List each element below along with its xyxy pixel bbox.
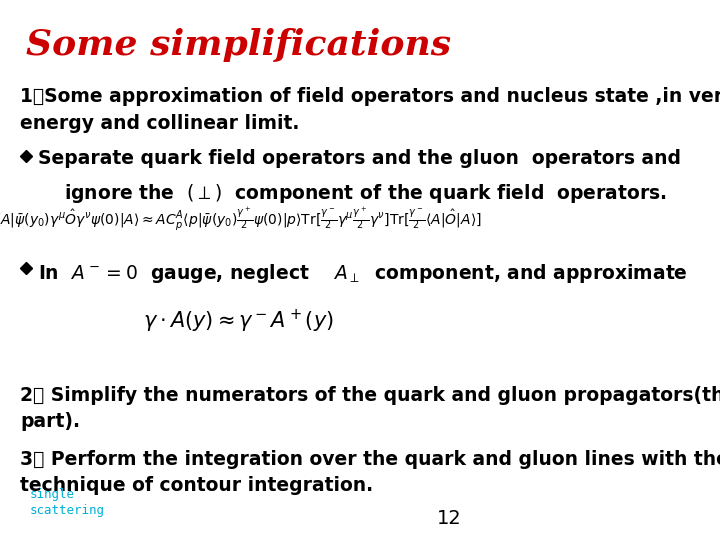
- Text: In  $A^- = 0$  gauge, neglect    $A_\perp$  component, and approximate: In $A^- = 0$ gauge, neglect $A_\perp$ co…: [38, 262, 688, 285]
- Text: 2、 Simplify the numerators of the quark and gluon propagators(the trace
part).: 2、 Simplify the numerators of the quark …: [20, 386, 720, 431]
- Text: 3、 Perform the integration over the quark and gluon lines with the
technique of : 3、 Perform the integration over the quar…: [20, 450, 720, 496]
- Text: Separate quark field operators and the gluon  operators and: Separate quark field operators and the g…: [38, 149, 681, 168]
- Text: 12: 12: [437, 509, 462, 528]
- Text: Some simplifications: Some simplifications: [26, 28, 451, 62]
- Text: 1、Some approximation of field operators and nucleus state ,in very high
energy a: 1、Some approximation of field operators …: [20, 87, 720, 133]
- Text: $\langle A|\bar{\psi}(y_0)\gamma^{\mu}\hat{O}\gamma^{\nu}\psi(0)|A\rangle \appro: $\langle A|\bar{\psi}(y_0)\gamma^{\mu}\h…: [0, 205, 482, 233]
- Text: single
scattering: single scattering: [30, 488, 105, 517]
- Text: $\gamma \cdot A(y) \approx \gamma^- A^+(y)$: $\gamma \cdot A(y) \approx \gamma^- A^+(…: [143, 307, 334, 335]
- Text: ignore the  $(\perp)$  component of the quark field  operators.: ignore the $(\perp)$ component of the qu…: [38, 183, 667, 205]
